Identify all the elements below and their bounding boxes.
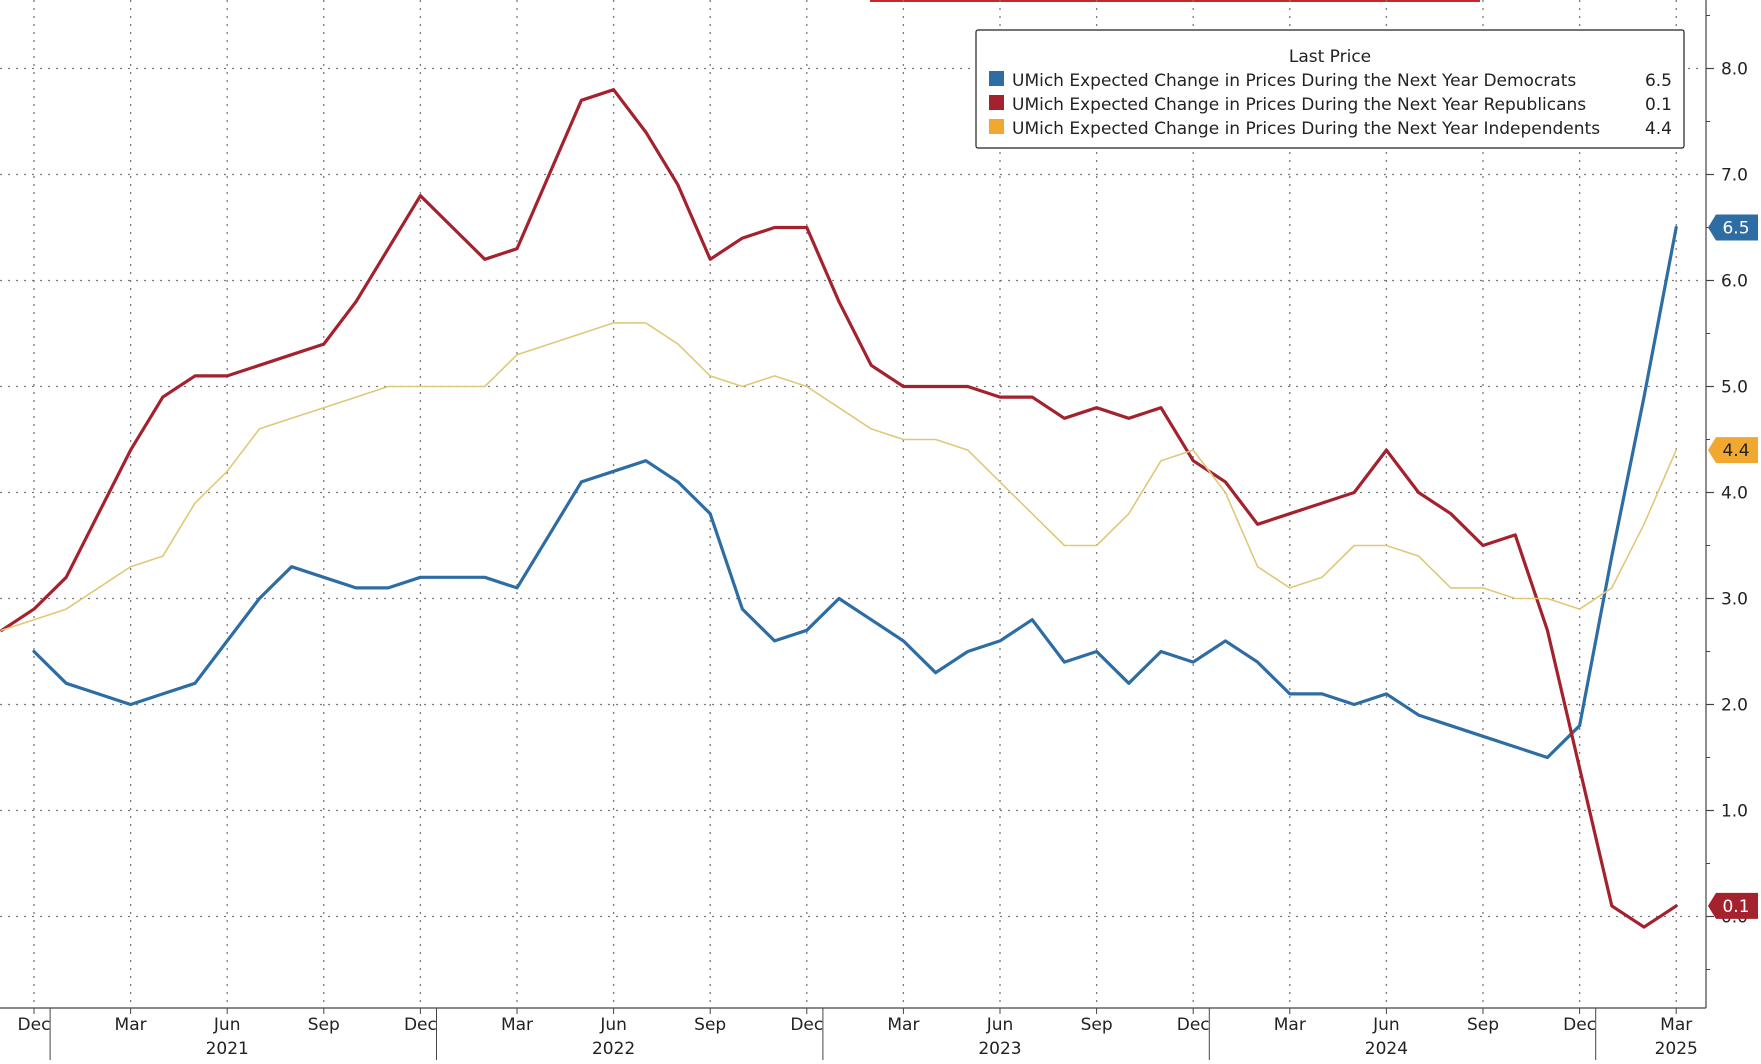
x-tick-label: Mar [887, 1015, 919, 1035]
last-price-badges: 6.5 0.1 4.4 [1708, 214, 1758, 919]
series-line-independents [0, 322, 1677, 632]
x-tick-label: Dec [1563, 1015, 1596, 1035]
y-tick-label: 6.0 [1721, 272, 1748, 292]
x-tick-label: Mar [501, 1015, 533, 1035]
x-tick-label: Mar [1660, 1015, 1692, 1035]
last-price-badge-republicans: 0.1 [1708, 892, 1758, 919]
badge-value-independents: 4.4 [1722, 441, 1749, 461]
x-tick-label: Dec [790, 1015, 823, 1035]
y-tick-label: 4.0 [1721, 484, 1748, 504]
x-tick-label: Jun [1372, 1015, 1400, 1035]
x-tick-label: Dec [1177, 1015, 1210, 1035]
legend-value-democrats: 6.5 [1645, 71, 1672, 91]
badge-shape-democrats [1708, 214, 1758, 241]
year-label: 2022 [592, 1039, 635, 1059]
legend-swatch-republicans [989, 95, 1004, 110]
badge-shape-independents [1708, 437, 1758, 464]
x-tick-label: Sep [1081, 1015, 1113, 1035]
y-tick-label: 8.0 [1721, 60, 1748, 80]
legend-entry-independents: UMich Expected Change in Prices During t… [989, 119, 1672, 139]
series-line-republicans [0, 88, 1678, 929]
legend-value-independents: 4.4 [1645, 119, 1672, 139]
x-tick-label: Mar [115, 1015, 147, 1035]
legend-label-democrats: UMich Expected Change in Prices During t… [1012, 71, 1576, 91]
legend-entry-democrats: UMich Expected Change in Prices During t… [989, 71, 1672, 91]
y-tick-label: 3.0 [1721, 590, 1748, 610]
x-tick-label: Sep [308, 1015, 340, 1035]
x-tick-label: Mar [1274, 1015, 1306, 1035]
x-tick-label: Jun [986, 1015, 1014, 1035]
legend: Last Price UMich Expected Change in Pric… [975, 29, 1685, 149]
legend-value-republicans: 0.1 [1645, 95, 1672, 115]
y-tick-label: 1.0 [1721, 802, 1748, 822]
x-tick-label: Jun [599, 1015, 627, 1035]
badge-value-democrats: 6.5 [1722, 219, 1749, 239]
x-tick-label: Sep [694, 1015, 726, 1035]
year-label: 2024 [1365, 1039, 1408, 1059]
legend-title: Last Price [1289, 47, 1371, 67]
y-tick-label: 7.0 [1721, 166, 1748, 186]
x-tick-label: Sep [1467, 1015, 1499, 1035]
legend-label-independents: UMich Expected Change in Prices During t… [1012, 119, 1600, 139]
legend-entry-republicans: UMich Expected Change in Prices During t… [989, 95, 1672, 115]
y-tick-label: 5.0 [1721, 378, 1748, 398]
legend-label-republicans: UMich Expected Change in Prices During t… [1012, 95, 1586, 115]
legend-swatch-democrats [989, 71, 1004, 86]
x-tick-label: Dec [18, 1015, 51, 1035]
legend-swatch-independents [989, 119, 1004, 134]
badge-value-republicans: 0.1 [1722, 897, 1749, 917]
badge-shape-republicans [1708, 892, 1758, 919]
last-price-badge-democrats: 6.5 [1708, 214, 1758, 241]
year-label: 2025 [1655, 1039, 1698, 1059]
year-label: 2021 [206, 1039, 249, 1059]
series-layer [0, 88, 1678, 929]
x-tick-label: Dec [404, 1015, 437, 1035]
series-line-democrats [32, 225, 1678, 760]
x-tick-label: Jun [213, 1015, 241, 1035]
y-tick-label: 2.0 [1721, 696, 1748, 716]
legend-box [975, 29, 1685, 149]
last-price-badge-independents: 4.4 [1708, 437, 1758, 464]
grid-layer [0, 0, 1700, 1008]
year-label: 2023 [978, 1039, 1021, 1059]
